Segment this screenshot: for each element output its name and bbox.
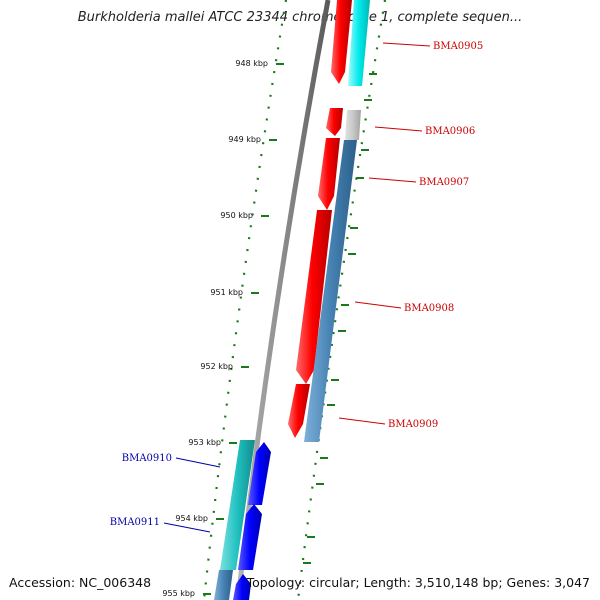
tick-label: 952 kbp bbox=[200, 362, 233, 371]
tick-labels: 948 kbp 949 kbp 950 kbp 951 kbp 952 kbp … bbox=[162, 59, 268, 598]
gene-feature-bma0909[interactable] bbox=[288, 384, 310, 438]
gene-label-bma0907[interactable]: BMA0907 bbox=[419, 177, 469, 188]
feature-gray-bma0906 bbox=[345, 110, 361, 140]
gene-label-bma0911[interactable]: BMA0911 bbox=[110, 517, 160, 528]
summary-text: Topology: circular; Length: 3,510,148 bp… bbox=[246, 575, 590, 590]
feature-steelblue-lower bbox=[214, 570, 233, 600]
feature-steelblue bbox=[304, 140, 357, 442]
tick-label: 955 kbp bbox=[162, 589, 195, 598]
tick-label: 949 kbp bbox=[228, 135, 261, 144]
forward-strand-features bbox=[288, 0, 370, 442]
gene-feature-bma0908[interactable] bbox=[296, 210, 332, 384]
tick-label: 951 kbp bbox=[210, 288, 243, 297]
gene-label-leaders bbox=[163, 42, 431, 533]
tick-marks bbox=[203, 63, 377, 595]
gene-feature-bma0911[interactable] bbox=[238, 504, 262, 570]
gene-label-bma0905[interactable]: BMA0905 bbox=[433, 41, 483, 52]
gene-label-bma0906[interactable]: BMA0906 bbox=[425, 126, 475, 137]
tick-label: 950 kbp bbox=[220, 211, 253, 220]
reverse-strand-features bbox=[214, 440, 271, 600]
tick-ring-outer bbox=[296, 0, 387, 600]
map-title: Burkholderia mallei ATCC 23344 chromosom… bbox=[77, 10, 523, 25]
gene-label-bma0910[interactable]: BMA0910 bbox=[122, 453, 172, 464]
gene-feature-bma0907[interactable] bbox=[318, 138, 340, 210]
gene-feature-bma0905[interactable] bbox=[331, 0, 352, 84]
tick-ring-inner bbox=[202, 0, 288, 600]
tick-label: 953 kbp bbox=[188, 438, 221, 447]
gene-feature-blue-3[interactable] bbox=[233, 574, 251, 600]
gene-feature-blue-1[interactable] bbox=[248, 442, 271, 505]
tick-label: 954 kbp bbox=[175, 514, 208, 523]
gene-feature-bma0906[interactable] bbox=[326, 108, 343, 136]
accession-text: Accession: NC_006348 bbox=[9, 575, 152, 590]
gene-label-bma0908[interactable]: BMA0908 bbox=[404, 303, 454, 314]
gene-feature-bma0910[interactable] bbox=[220, 440, 255, 570]
gene-label-bma0909[interactable]: BMA0909 bbox=[388, 419, 438, 430]
rna-feature-top bbox=[348, 0, 370, 86]
gene-labels: BMA0905 BMA0906 BMA0907 BMA0908 BMA0909 … bbox=[110, 41, 484, 528]
tick-label: 948 kbp bbox=[235, 59, 268, 68]
